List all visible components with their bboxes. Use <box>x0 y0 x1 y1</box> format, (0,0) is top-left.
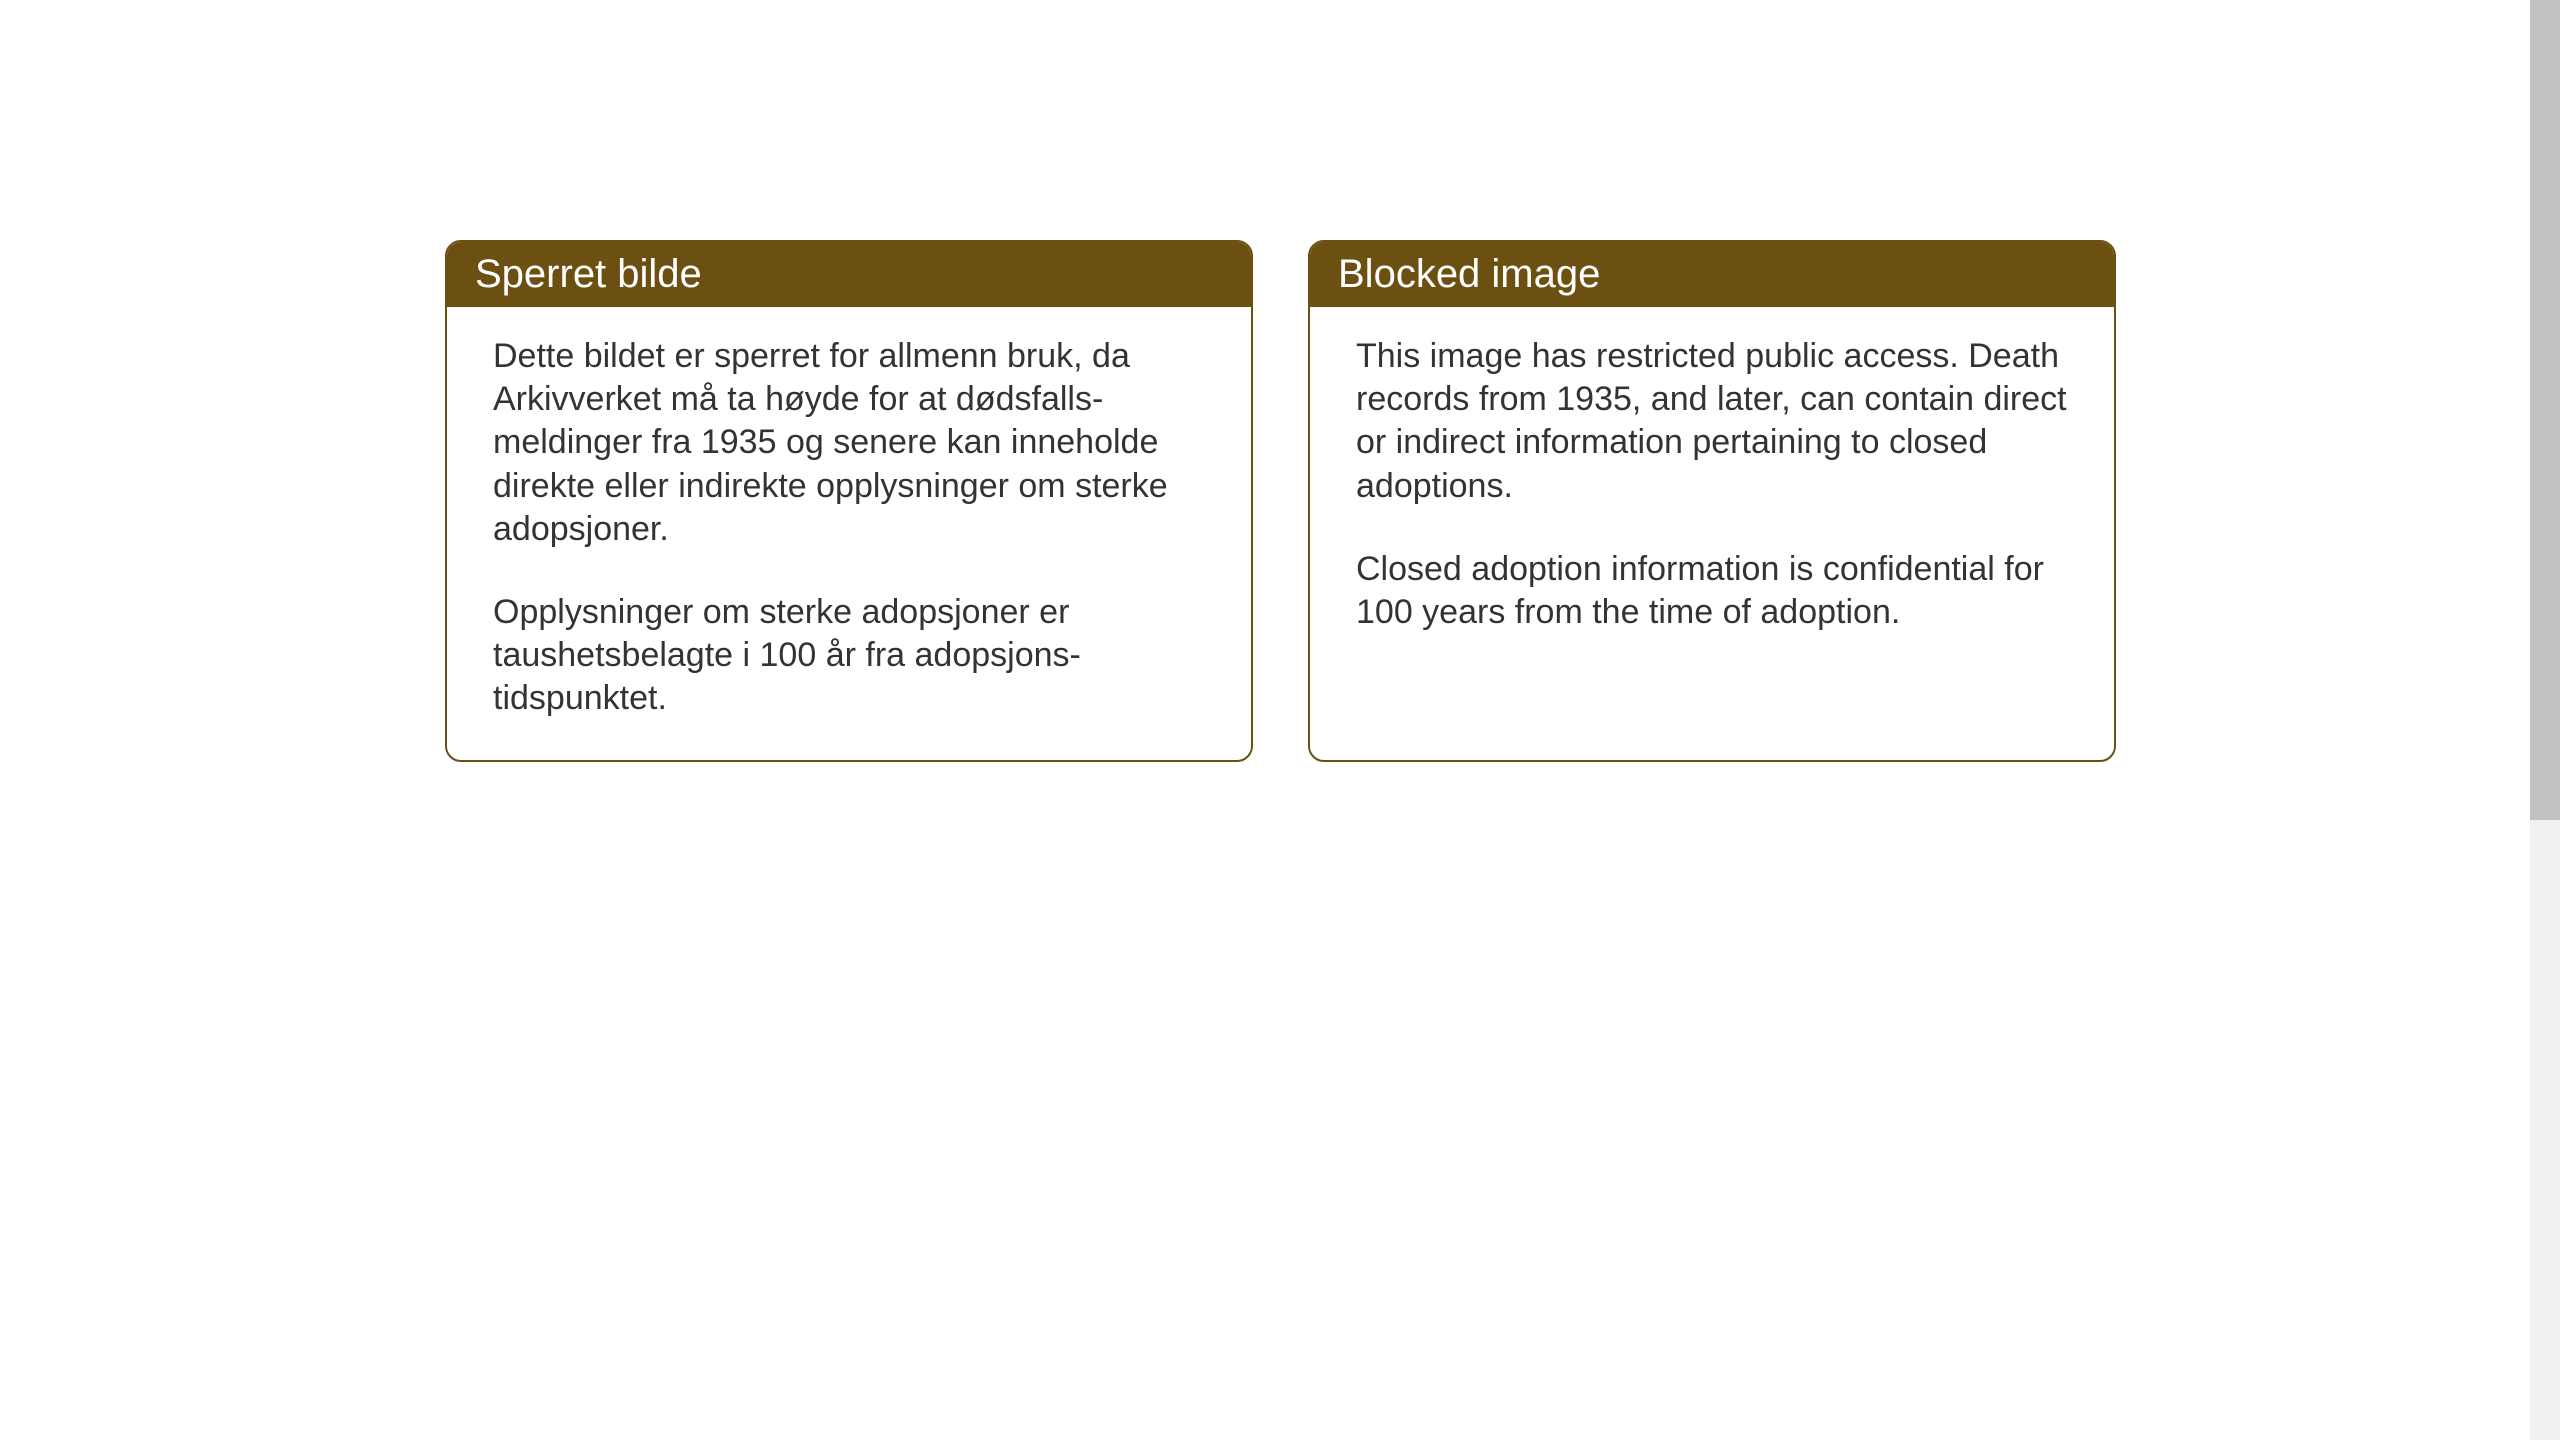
scrollbar-thumb[interactable] <box>2530 0 2560 820</box>
card-body-norwegian: Dette bildet er sperret for allmenn bruk… <box>447 307 1251 760</box>
notice-card-norwegian: Sperret bilde Dette bildet er sperret fo… <box>445 240 1253 762</box>
card-paragraph-norwegian-1: Dette bildet er sperret for allmenn bruk… <box>493 335 1205 551</box>
scrollbar-track[interactable] <box>2530 0 2560 1440</box>
notice-cards-container: Sperret bilde Dette bildet er sperret fo… <box>445 240 2116 762</box>
card-paragraph-english-1: This image has restricted public access.… <box>1356 335 2068 508</box>
card-title-norwegian: Sperret bilde <box>475 252 702 296</box>
card-body-english: This image has restricted public access.… <box>1310 307 2114 717</box>
card-paragraph-norwegian-2: Opplysninger om sterke adopsjoner er tau… <box>493 591 1205 721</box>
card-header-english: Blocked image <box>1310 242 2114 307</box>
card-title-english: Blocked image <box>1338 252 1600 296</box>
card-paragraph-english-2: Closed adoption information is confident… <box>1356 548 2068 634</box>
card-header-norwegian: Sperret bilde <box>447 242 1251 307</box>
notice-card-english: Blocked image This image has restricted … <box>1308 240 2116 762</box>
